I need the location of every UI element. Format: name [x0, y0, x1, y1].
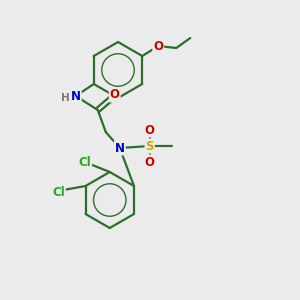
Text: N: N — [71, 89, 81, 103]
Text: O: O — [145, 155, 155, 169]
Text: O: O — [110, 88, 120, 101]
Text: O: O — [153, 40, 163, 52]
Text: S: S — [146, 140, 154, 152]
Text: O: O — [145, 124, 155, 136]
Text: Cl: Cl — [52, 185, 65, 199]
Text: H: H — [61, 93, 70, 103]
Text: Cl: Cl — [78, 155, 91, 169]
Text: N: N — [115, 142, 125, 154]
